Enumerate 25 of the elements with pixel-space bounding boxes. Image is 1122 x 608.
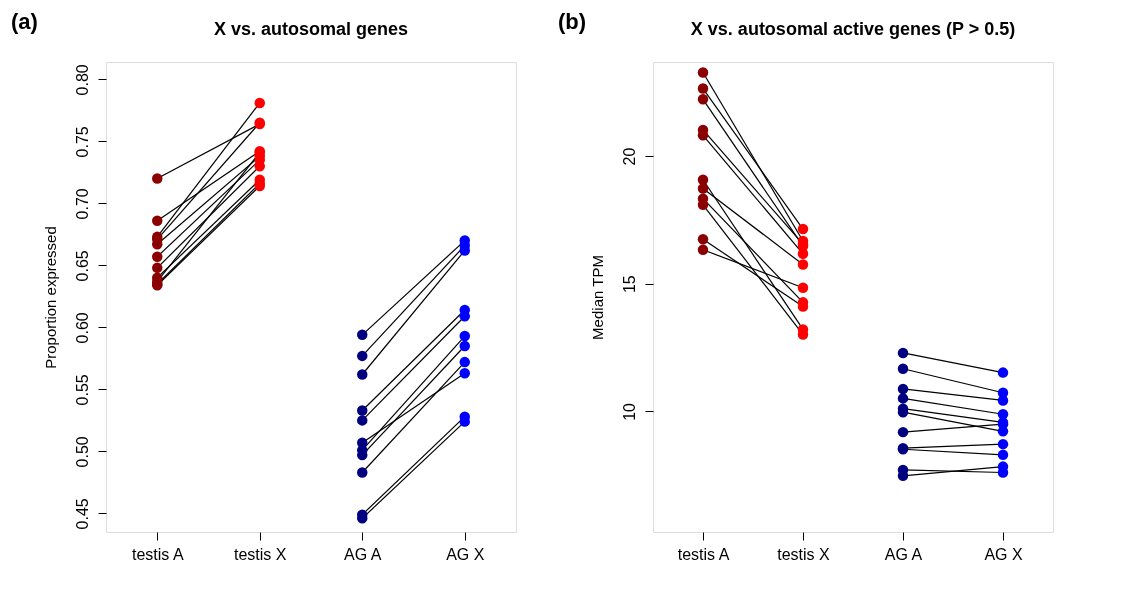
x-tick-label: AG X xyxy=(984,545,1023,563)
y-tick-label: 0.75 xyxy=(73,126,91,158)
chart-title: X vs. autosomal genes xyxy=(213,19,409,39)
x-tick-label: testis X xyxy=(777,545,831,563)
y-tick-label: 0.65 xyxy=(73,250,91,282)
y-tick-label: 0.45 xyxy=(73,498,91,530)
y-tick-label: 20 xyxy=(620,147,638,166)
x-tick-label: AG A xyxy=(884,545,923,563)
x-tick-label: testis A xyxy=(677,545,730,563)
y-tick-label: 0.60 xyxy=(73,312,91,344)
text: (b) xyxy=(558,9,587,34)
y-tick-label: 10 xyxy=(620,402,638,421)
x-tick-label: testis A xyxy=(131,545,184,563)
text: (a) xyxy=(11,9,38,34)
y-axis-title: Proportion expressed xyxy=(41,226,59,369)
y-tick-label: 0.70 xyxy=(73,188,91,220)
y-tick-label: 15 xyxy=(620,275,638,294)
y-tick-label: 0.55 xyxy=(73,374,91,406)
y-axis-title: Median TPM xyxy=(588,255,606,340)
x-tick-label: AG A xyxy=(344,545,382,563)
x-tick-label: AG X xyxy=(446,545,485,563)
x-tick-label: testis X xyxy=(234,545,287,563)
y-tick-label: 0.80 xyxy=(73,64,91,96)
y-tick-label: 0.50 xyxy=(73,436,91,468)
chart-title: X vs. autosomal active genes (P > 0.5) xyxy=(690,19,1016,39)
